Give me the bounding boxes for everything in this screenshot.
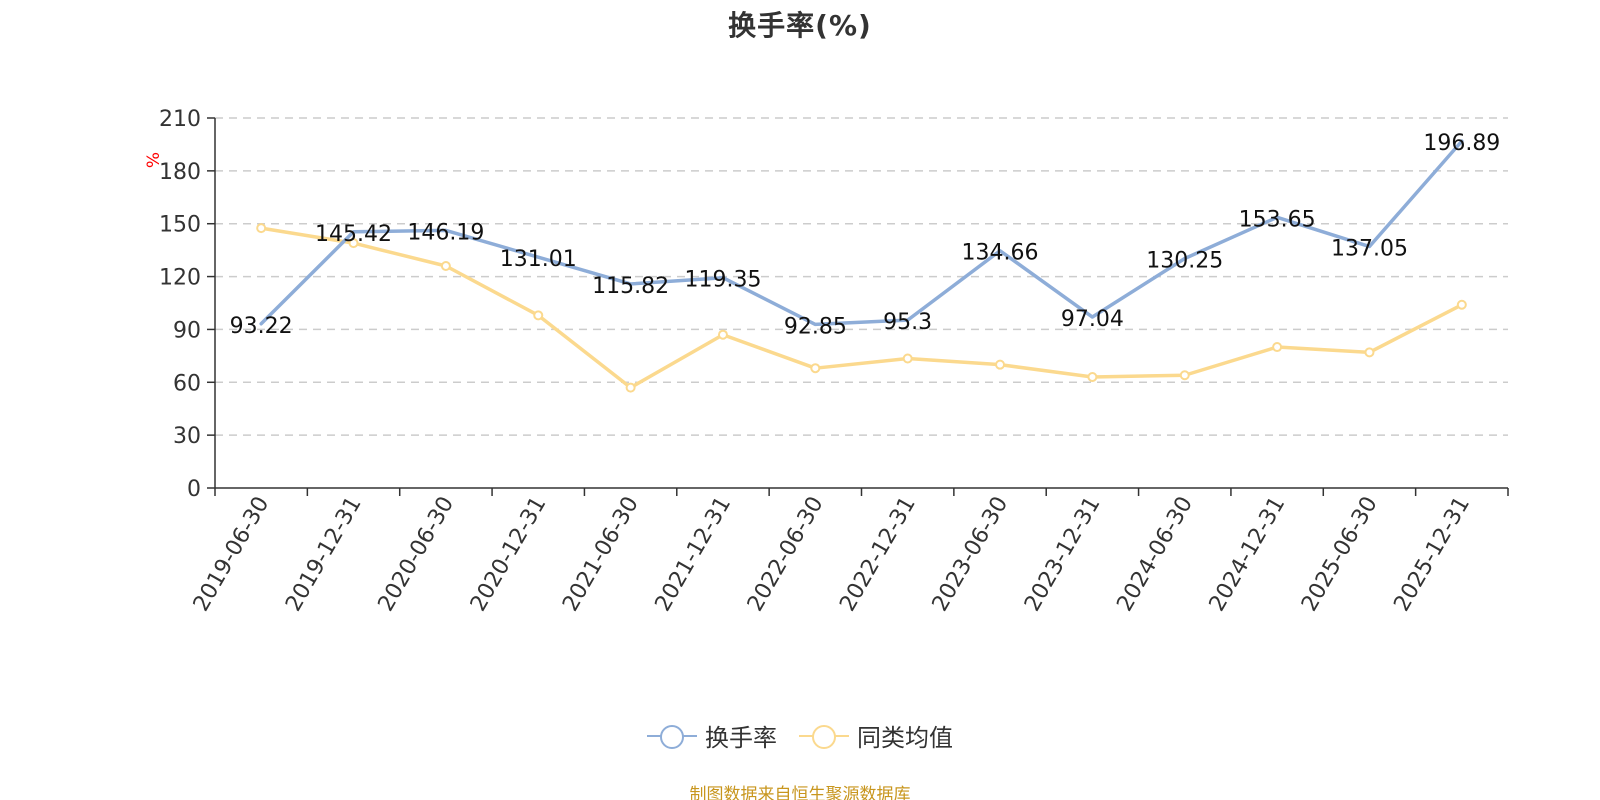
grid-layer [215,117,1508,436]
data-label: 131.01 [500,247,577,272]
axis-layer: 0 30 60 90 120 150 180 210% 2019-06-30 2019-12-31… [144,107,1509,616]
series-line-turnover [259,139,1464,327]
data-label: 97.04 [1061,307,1124,332]
data-point [256,223,267,234]
legend: 换手率 同类均值 [0,718,1600,753]
data-point [902,353,913,364]
data-point [995,359,1006,370]
data-label: 146.19 [407,220,484,245]
y-tick-label: 30 [173,424,201,449]
x-tick-label: 2019-12-31 [281,493,367,616]
x-tick-label: 2022-12-31 [835,493,921,616]
y-tick-label: 120 [159,266,201,291]
data-label: 115.82 [592,274,669,299]
x-tick-label: 2021-06-30 [558,493,644,616]
chart-title: 换手率(%) [728,9,872,42]
legend-label: 同类均值 [857,724,953,752]
x-tick-label: 2019-06-30 [189,493,275,616]
data-label: 95.3 [883,310,932,335]
y-tick-label: 60 [173,371,201,396]
data-point [1179,370,1190,381]
legend-label: 换手率 [705,724,777,752]
data-point [1364,347,1375,358]
y-tick-label: 180 [159,160,201,185]
data-point [348,238,359,249]
x-tick-label: 2024-12-31 [1205,493,1291,616]
data-label: 92.85 [784,314,847,339]
data-label: 130.25 [1146,249,1223,274]
x-tick-label: 2023-06-30 [928,493,1014,616]
data-label: 119.35 [684,268,761,293]
data-label: 137.05 [1331,237,1408,262]
x-tick-label: 2025-06-30 [1297,493,1383,616]
data-label: 153.65 [1239,207,1316,232]
y-tick-label: 210 [159,107,201,132]
x-tick-label: 2024-06-30 [1112,493,1198,616]
source-note: 制图数据来自恒生聚源数据库 [689,785,911,800]
y-tick-label: 0 [187,477,201,502]
y-tick-label: 90 [173,318,201,343]
data-point [810,363,821,374]
data-label: 196.89 [1423,131,1500,156]
series-line-peer-average [259,226,1464,390]
data-label: 145.42 [315,222,392,247]
x-tick-label: 2025-12-31 [1389,493,1475,616]
x-tick-label: 2023-12-31 [1020,493,1106,616]
x-tick-label: 2020-06-30 [374,493,460,616]
data-point [440,261,451,271]
data-point [717,329,728,340]
data-point [625,382,636,393]
data-label: 93.22 [230,314,293,339]
data-point [533,310,544,321]
data-label: 134.66 [962,241,1039,266]
y-axis-label: % [144,152,164,168]
data-point [1087,372,1098,382]
series-layer [256,139,1467,393]
legend-marker-icon [647,724,697,749]
data-point [1272,342,1283,353]
x-tick-label: 2020-12-31 [466,493,552,616]
legend-item-peer-average[interactable]: 同类均值 [799,718,953,753]
legend-marker-icon [799,724,849,749]
y-tick-label: 150 [159,213,201,238]
data-point [1456,299,1467,310]
x-tick-label: 2021-12-31 [651,493,737,616]
legend-item-turnover[interactable]: 换手率 [647,718,777,753]
x-tick-label: 2022-06-30 [743,493,829,616]
label-layer: 93.22 145.42 146.19 131.01 115.82 119.35 92.85… [230,131,1501,339]
